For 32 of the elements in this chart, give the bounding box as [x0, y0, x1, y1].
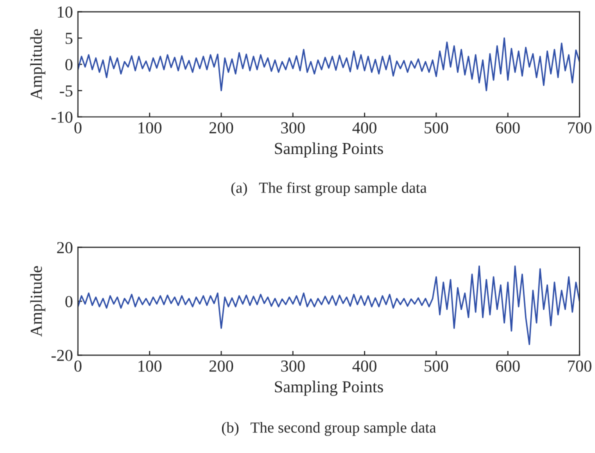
- x-tick-label: 400: [352, 360, 376, 372]
- y-tick-label: -20: [51, 350, 72, 362]
- y-tick-label: 0: [65, 59, 72, 70]
- x-axis-title: Sampling Points: [274, 380, 384, 396]
- y-tick-label: 0: [65, 296, 72, 308]
- y-axis-title: Amplitude: [30, 29, 46, 100]
- y-tick-label: 10: [58, 6, 72, 18]
- x-tick-label: 600: [496, 122, 520, 134]
- text: (a) The first group sample data: [231, 182, 427, 196]
- y-tick-label: 20: [57, 242, 72, 254]
- x-tick-label: 300: [281, 122, 305, 134]
- x-tick-label: 100: [138, 360, 162, 372]
- x-axis-title: Sampling Points: [274, 142, 384, 158]
- x-tick-label: 500: [424, 360, 448, 372]
- x-tick-label: 700: [568, 360, 592, 372]
- y-axis-title: Amplitude: [30, 266, 46, 337]
- y-tick-label: -10: [51, 112, 72, 123]
- x-tick-label: 700: [568, 122, 592, 134]
- text: (b) The second group sample data: [222, 422, 436, 436]
- x-tick-label: 200: [209, 360, 234, 372]
- x-tick-label: 300: [281, 360, 305, 372]
- line-series: [78, 266, 580, 346]
- x-tick-label: 500: [424, 122, 448, 134]
- y-tick-label: -5: [60, 85, 72, 97]
- x-tick-label: 400: [352, 122, 376, 134]
- x-tick-label: 100: [138, 122, 162, 134]
- y-tick-label: 5: [66, 32, 72, 44]
- x-tick-label: 200: [209, 122, 234, 134]
- line-series: [78, 37, 580, 92]
- x-tick-label: 0: [74, 122, 82, 134]
- x-tick-label: 600: [496, 360, 520, 372]
- x-tick-label: 0: [74, 360, 82, 372]
